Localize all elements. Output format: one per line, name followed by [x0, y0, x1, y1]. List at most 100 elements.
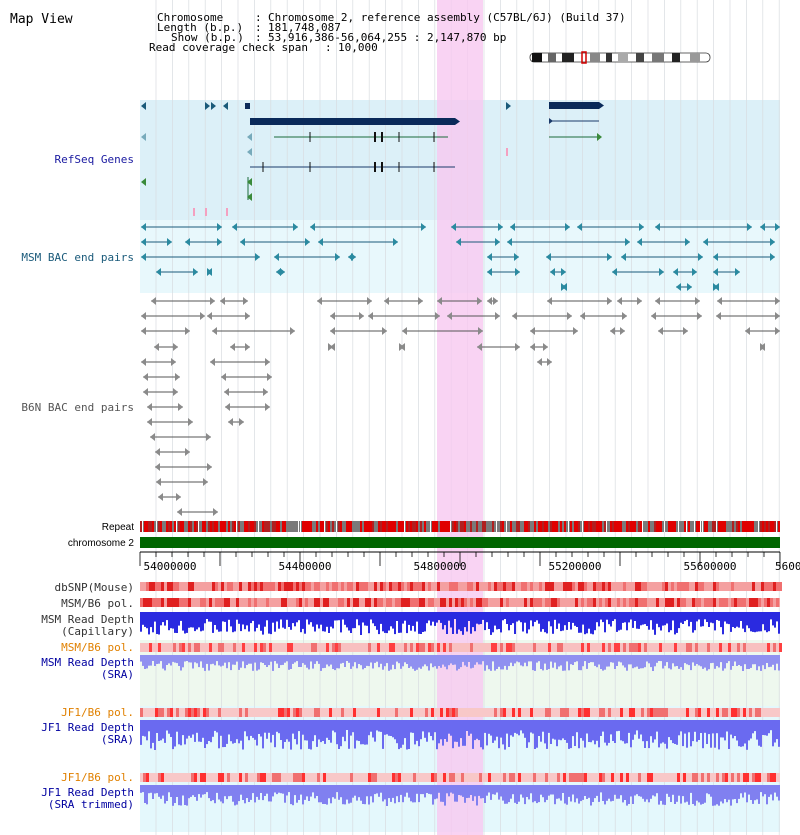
bac-end-marker: [760, 223, 765, 231]
bac-end-marker: [210, 358, 215, 366]
bac-end-marker: [515, 343, 520, 351]
b6n-bac-label: B6N BAC end pairs: [21, 401, 134, 414]
bac-end-marker: [173, 343, 178, 351]
bac-end-marker: [515, 268, 520, 276]
jf1-sra-label-line2: (SRA): [101, 733, 134, 746]
bac-end-marker: [276, 268, 281, 276]
bac-end-marker: [367, 297, 372, 305]
bac-end-marker: [713, 253, 718, 261]
position-axis: 54000000 54400000 54800000 55200000 55600000…: [139, 551, 800, 573]
bac-end-marker: [155, 463, 160, 471]
bac-end-marker: [330, 312, 335, 320]
bac-end-marker: [143, 373, 148, 381]
bac-end-marker: [530, 327, 535, 335]
bac-end-marker: [156, 478, 161, 486]
axis-tick-label: 54800000: [414, 560, 467, 573]
bac-end-marker: [507, 238, 512, 246]
chromosome-ideogram[interactable]: [529, 51, 711, 64]
bac-end-marker: [770, 253, 775, 261]
msm-bac-pairs[interactable]: [141, 223, 780, 291]
jf1-trimmed-label-line2: (SRA trimmed): [48, 798, 134, 811]
bac-end-marker: [703, 238, 708, 246]
bac-end-marker: [210, 297, 215, 305]
bac-end-marker: [245, 312, 250, 320]
bac-end-marker: [695, 297, 700, 305]
bac-end-marker: [580, 312, 585, 320]
bac-end-marker: [547, 297, 552, 305]
bac-end-marker: [176, 493, 181, 501]
bac-end-marker: [683, 327, 688, 335]
msm-capillary-label-line2: (Capillary): [61, 625, 134, 638]
bac-end-marker: [141, 358, 146, 366]
header-span-key: Read coverage check span: [149, 41, 308, 54]
bac-end-marker: [577, 223, 582, 231]
bac-end-marker: [232, 223, 237, 231]
bac-end-marker: [547, 358, 552, 366]
bac-end-marker: [713, 268, 718, 276]
bac-end-marker: [185, 238, 190, 246]
bac-end-marker: [141, 327, 146, 335]
bac-end-marker: [147, 418, 152, 426]
page-title: Map View: [10, 12, 73, 27]
bac-end-marker: [185, 448, 190, 456]
bac-end-marker: [477, 297, 482, 305]
header-chromosome-sep: :: [255, 11, 262, 24]
bac-end-marker: [676, 283, 681, 291]
refseq-genes[interactable]: [141, 102, 604, 216]
bac-end-marker: [697, 312, 702, 320]
header-chromosome-key: Chromosome: [157, 11, 223, 24]
repeat-label: Repeat: [102, 522, 134, 533]
header-show-sep: :: [255, 31, 262, 44]
axis-tick-label: 55600000: [684, 560, 737, 573]
bac-end-marker: [621, 253, 626, 261]
b6n-bac-pairs[interactable]: [141, 297, 780, 516]
vertical-gridlines: [155, 0, 780, 835]
bac-end-marker: [617, 297, 622, 305]
bac-end-marker: [510, 223, 515, 231]
axis-tick-label: 560000: [775, 560, 800, 573]
bac-end-marker: [245, 343, 250, 351]
bac-end-marker: [747, 223, 752, 231]
bac-end-marker: [318, 238, 323, 246]
bac-end-marker: [177, 508, 182, 516]
bac-end-marker: [775, 327, 780, 335]
bac-end-marker: [224, 388, 229, 396]
bac-end-marker: [328, 343, 333, 351]
bac-end-marker: [493, 297, 498, 305]
bac-end-marker: [141, 238, 146, 246]
bac-end-marker: [200, 312, 205, 320]
msm-pol-label: MSM/B6 pol.: [61, 597, 134, 610]
bac-end-marker: [213, 508, 218, 516]
chromosome-label: chromosome 2: [68, 538, 135, 549]
bac-end-marker: [188, 418, 193, 426]
bac-end-marker: [225, 403, 230, 411]
bac-end-marker: [651, 312, 656, 320]
bac-end-marker: [567, 312, 572, 320]
jf1-pol2-label: JF1/B6 pol.: [61, 771, 134, 784]
bac-end-marker: [775, 297, 780, 305]
bac-end-marker: [561, 268, 566, 276]
jf1-sra-label-line1: JF1 Read Depth: [41, 721, 134, 734]
bac-end-marker: [330, 327, 335, 335]
refseq-genes-label: RefSeq Genes: [55, 153, 134, 166]
bac-end-marker: [280, 268, 285, 276]
selection-highlight[interactable]: [437, 0, 483, 835]
bac-end-marker: [775, 223, 780, 231]
bac-end-marker: [305, 238, 310, 246]
bac-end-marker: [393, 238, 398, 246]
bac-end-marker: [659, 268, 664, 276]
bac-end-marker: [735, 268, 740, 276]
bac-end-marker: [141, 253, 146, 261]
gene-bar: [250, 118, 455, 125]
bac-end-marker: [147, 403, 152, 411]
bac-end-marker: [239, 418, 244, 426]
bac-end-marker: [498, 223, 503, 231]
bac-end-marker: [212, 327, 217, 335]
bac-end-marker: [573, 327, 578, 335]
bac-end-marker: [745, 327, 750, 335]
bac-end-marker: [716, 312, 721, 320]
bac-end-marker: [546, 253, 551, 261]
bac-end-marker: [274, 253, 279, 261]
bac-end-marker: [717, 297, 722, 305]
